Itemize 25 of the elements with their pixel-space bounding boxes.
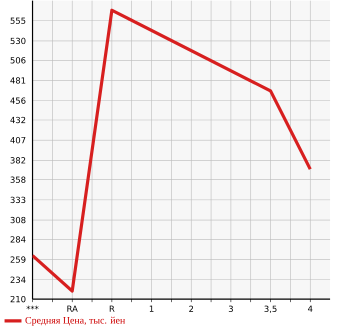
y-tick-label: 333	[10, 196, 26, 204]
x-tick-label: 3,5	[264, 306, 277, 313]
x-tick-label: R	[110, 306, 115, 312]
y-tick-label: 284	[10, 236, 26, 243]
x-tick-label: ***	[26, 306, 39, 310]
line-series	[32, 8, 312, 293]
y-tick-label: 210	[10, 296, 26, 302]
y-tick-label: 481	[10, 77, 26, 84]
y-tick-label: 382	[10, 157, 26, 164]
y-tick-label: 358	[10, 176, 26, 183]
y-tick-label: 407	[10, 137, 26, 144]
y-tick-label: 555	[10, 18, 26, 24]
y-tick-label: 432	[10, 116, 26, 124]
y-tick-label: 456	[10, 97, 26, 104]
y-tick-label: 530	[10, 38, 26, 44]
y-tick-label: 234	[10, 276, 26, 283]
x-tick-label: RA	[67, 306, 78, 312]
x-tick-label: 2	[189, 306, 194, 312]
x-tick-label: 3	[228, 306, 233, 312]
legend-label: Средняя Цена, тыс. йен	[25, 316, 126, 326]
x-tick-label: 4	[308, 306, 312, 312]
y-tick-label: 259	[10, 256, 26, 263]
y-tick-label: 308	[10, 216, 26, 224]
y-tick-label: 506	[10, 57, 26, 64]
x-tick-label: 1	[150, 306, 154, 312]
